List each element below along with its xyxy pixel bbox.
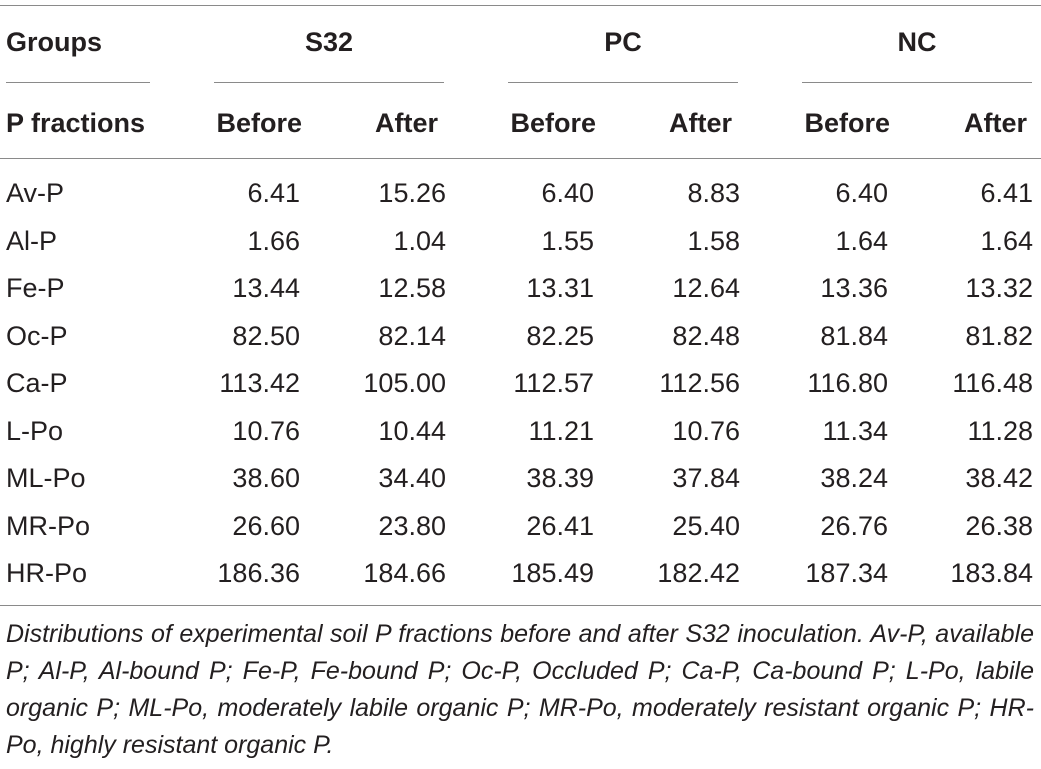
table-caption: Distributions of experimental soil P fra…: [6, 620, 1034, 759]
cell-nc-before: 26.76: [820, 511, 888, 541]
cell-s32-before: 186.36: [217, 558, 300, 588]
row-label: L-Po: [6, 416, 64, 446]
cell-s32-after: 82.14: [378, 321, 446, 351]
row-label: Fe-P: [6, 273, 65, 303]
row-label: Al-P: [6, 226, 58, 256]
cell-s32-after: 12.58: [378, 273, 446, 303]
cell-pc-before: 112.57: [513, 368, 594, 398]
cell-s32-before: 1.66: [247, 226, 300, 256]
cell-nc-after: 6.41: [980, 178, 1033, 208]
p-fractions-header: P fractions: [6, 108, 146, 138]
cell-s32-after: 105.00: [363, 368, 446, 398]
cell-nc-before: 13.36: [820, 273, 888, 303]
cell-nc-before: 11.34: [822, 416, 888, 446]
cell-pc-after: 12.64: [672, 273, 740, 303]
row-label: HR-Po: [6, 558, 88, 588]
cell-pc-after: 112.56: [659, 368, 740, 398]
cell-s32-before: 113.42: [219, 368, 300, 398]
cell-pc-before: 6.40: [541, 178, 594, 208]
header-bottom-rule: [0, 158, 1041, 159]
cell-nc-before: 38.24: [820, 463, 888, 493]
s32-after-header: After: [374, 108, 438, 138]
group-header-nc: NC: [897, 27, 937, 57]
cell-s32-before: 10.76: [232, 416, 300, 446]
cell-pc-before: 185.49: [511, 558, 594, 588]
table-top-rule: [0, 5, 1041, 6]
nc-before-header: Before: [804, 108, 890, 138]
cell-pc-after: 8.83: [687, 178, 740, 208]
row-label: Ca-P: [6, 368, 68, 398]
cell-s32-after: 15.26: [378, 178, 446, 208]
cell-pc-before: 26.41: [526, 511, 594, 541]
pc-after-header: After: [668, 108, 732, 138]
cell-pc-before: 13.31: [526, 273, 594, 303]
pc-before-header: Before: [510, 108, 596, 138]
cell-pc-after: 25.40: [672, 511, 740, 541]
row-label: MR-Po: [6, 511, 91, 541]
group-header-s32: S32: [304, 27, 354, 57]
s32-before-header: Before: [216, 108, 302, 138]
cell-nc-after: 13.32: [965, 273, 1033, 303]
cell-pc-after: 1.58: [687, 226, 740, 256]
groups-underline: [6, 82, 150, 83]
cell-nc-after: 81.82: [965, 321, 1033, 351]
nc-underline: [802, 82, 1032, 83]
cell-pc-before: 38.39: [526, 463, 594, 493]
cell-nc-before: 116.80: [807, 368, 888, 398]
s32-underline: [214, 82, 444, 83]
cell-pc-before: 1.55: [541, 226, 594, 256]
cell-pc-after: 37.84: [672, 463, 740, 493]
nc-after-header: After: [963, 108, 1027, 138]
table-bottom-rule: [0, 605, 1041, 606]
cell-s32-before: 6.41: [247, 178, 300, 208]
cell-nc-before: 81.84: [820, 321, 888, 351]
cell-nc-after: 26.38: [965, 511, 1033, 541]
cell-nc-after: 116.48: [952, 368, 1033, 398]
cell-s32-after: 184.66: [363, 558, 446, 588]
cell-nc-after: 38.42: [965, 463, 1033, 493]
cell-nc-after: 183.84: [950, 558, 1033, 588]
cell-nc-after: 11.28: [967, 416, 1033, 446]
cell-s32-before: 38.60: [232, 463, 300, 493]
cell-s32-after: 1.04: [393, 226, 446, 256]
cell-pc-after: 82.48: [672, 321, 740, 351]
cell-s32-before: 82.50: [232, 321, 300, 351]
cell-s32-after: 34.40: [378, 463, 446, 493]
cell-nc-before: 187.34: [805, 558, 888, 588]
cell-nc-before: 1.64: [835, 226, 888, 256]
cell-s32-before: 26.60: [232, 511, 300, 541]
cell-s32-before: 13.44: [232, 273, 300, 303]
cell-pc-before: 11.21: [528, 416, 594, 446]
group-header-pc: PC: [604, 27, 642, 57]
cell-pc-after: 182.42: [657, 558, 740, 588]
row-label: Av-P: [6, 178, 65, 208]
pc-underline: [508, 82, 738, 83]
cell-nc-before: 6.40: [835, 178, 888, 208]
groups-header: Groups: [6, 27, 103, 57]
row-label: ML-Po: [6, 463, 86, 493]
cell-pc-before: 82.25: [526, 321, 594, 351]
row-label: Oc-P: [6, 321, 68, 351]
cell-s32-after: 23.80: [378, 511, 446, 541]
cell-pc-after: 10.76: [672, 416, 740, 446]
cell-s32-after: 10.44: [378, 416, 446, 446]
cell-nc-after: 1.64: [980, 226, 1033, 256]
